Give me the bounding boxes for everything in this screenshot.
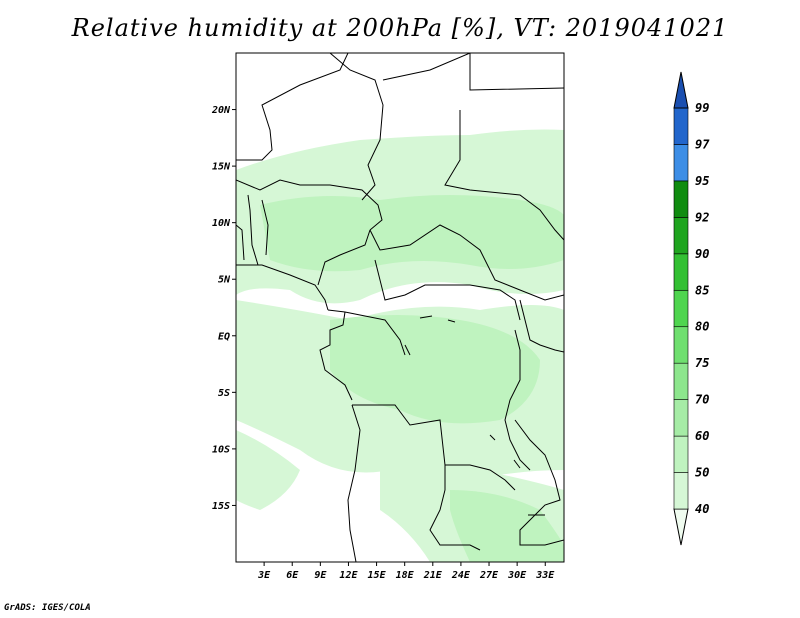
colorbar-segment: [673, 472, 689, 510]
lon-tick-label: 9E: [314, 570, 327, 581]
lon-tick-label: 12E: [339, 570, 358, 581]
latitude-axis: 20N 15N 10N 5N EQ 5S 10S 15S: [211, 105, 236, 512]
colorbar-segment: [673, 362, 689, 400]
colorbar-segment: [673, 435, 689, 473]
colorbar: 40 50 60 70 75 80 85 90 92 95 97 99: [673, 71, 710, 546]
lat-tick-label: 15S: [212, 501, 230, 512]
humidity-region-southwest: [236, 430, 300, 510]
colorbar-segment: [673, 289, 689, 328]
lat-tick-label: 10S: [212, 444, 230, 455]
lat-tick-label: 15N: [212, 162, 231, 173]
lat-tick-label: 10N: [212, 218, 231, 229]
lon-tick-label: 6E: [286, 570, 299, 581]
humidity-region-southeast-core: [450, 490, 564, 562]
lon-tick-label: 33E: [535, 570, 555, 581]
lon-tick-label: 21E: [423, 570, 443, 581]
colorbar-label: 97: [695, 137, 710, 151]
humidity-field: [236, 129, 564, 562]
footer-credit: GrADS: IGES/COLA: [4, 603, 91, 613]
colorbar-label: 80: [695, 320, 709, 334]
colorbar-label: 60: [695, 429, 709, 443]
map-title: Relative humidity at 200hPa [%], VT: 201…: [71, 14, 729, 42]
colorbar-label: 40: [695, 502, 709, 516]
colorbar-label: 50: [695, 466, 709, 480]
humidity-region-central-core: [330, 315, 540, 424]
lat-tick-label: 20N: [211, 105, 231, 116]
lon-tick-label: 24E: [451, 570, 471, 581]
colorbar-label: 90: [695, 247, 709, 261]
lon-tick-label: 27E: [479, 570, 499, 581]
colorbar-label: 75: [695, 356, 709, 370]
humidity-region-north-core: [260, 195, 564, 272]
longitude-axis: 3E 6E 9E 12E 15E 18E 21E 24E 27E 30E 33E: [257, 562, 555, 581]
colorbar-segment: [673, 217, 689, 255]
colorbar-label: 99: [695, 101, 709, 115]
colorbar-high-triangle: [673, 71, 689, 109]
colorbar-label: 95: [695, 174, 709, 188]
colorbar-segment: [673, 253, 689, 291]
lon-tick-label: 18E: [396, 570, 415, 581]
colorbar-low-triangle: [673, 508, 689, 546]
lat-tick-label: 5S: [218, 388, 230, 399]
lat-tick-label: EQ: [218, 331, 230, 342]
country-borders: [236, 53, 564, 562]
lon-tick-label: 3E: [257, 570, 271, 581]
colorbar-label: 70: [695, 393, 709, 407]
lon-tick-label: 30E: [507, 570, 527, 581]
colorbar-segment: [673, 399, 689, 437]
colorbar-label: 85: [695, 283, 709, 297]
colorbar-segment: [673, 144, 689, 182]
colorbar-segment: [673, 107, 689, 145]
lon-tick-label: 15E: [368, 570, 387, 581]
colorbar-segment: [673, 180, 689, 218]
humidity-region-northeast-band: [380, 134, 564, 170]
map-frame: [235, 52, 565, 563]
lat-tick-label: 5N: [218, 275, 231, 286]
colorbar-label: 92: [695, 210, 709, 224]
colorbar-segment: [673, 326, 689, 364]
